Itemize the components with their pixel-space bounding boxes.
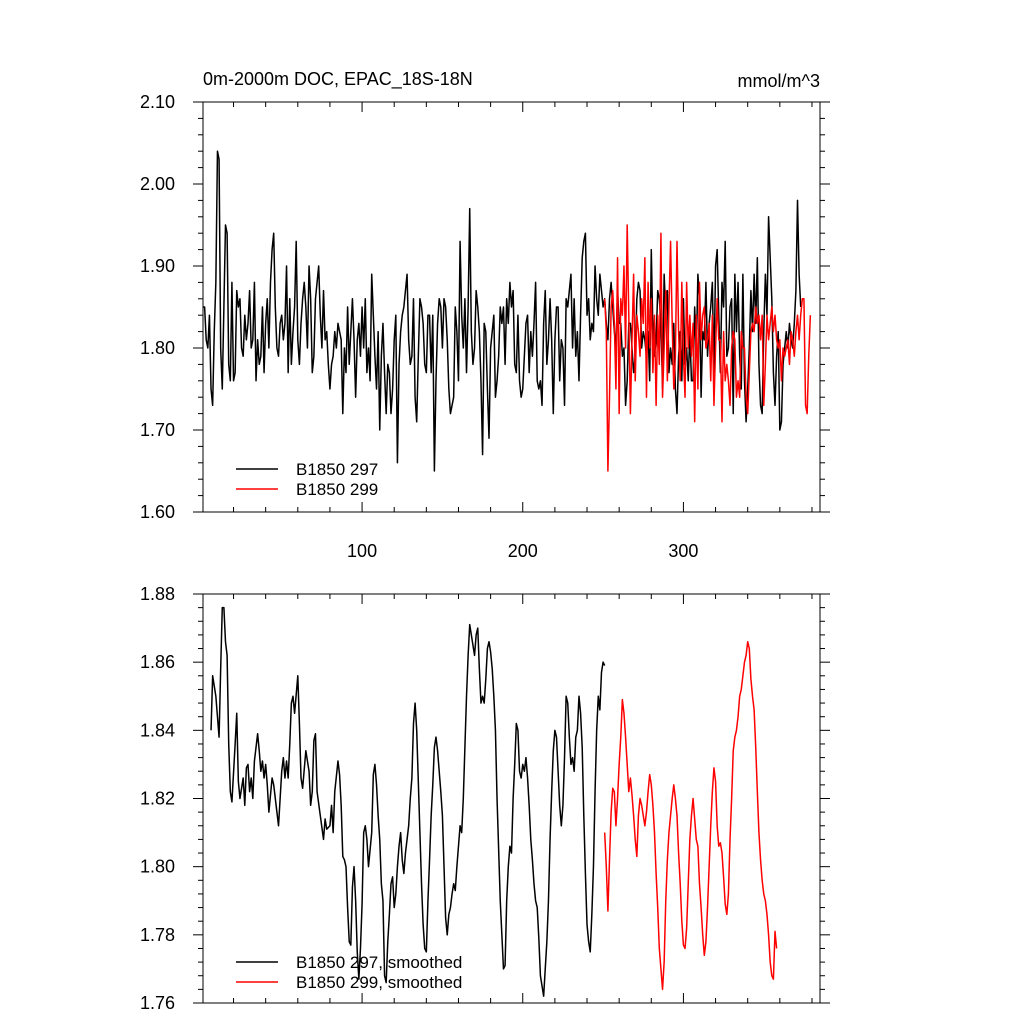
series-line-b1850-299 bbox=[603, 640, 778, 991]
x-tick-label: 300 bbox=[668, 541, 698, 561]
y-tick-label: 1.88 bbox=[140, 584, 175, 604]
plot-frame-1 bbox=[202, 593, 821, 1004]
bottom-panel: 1.76 1.78 1.80 1.82 1.84 1.86 1.88 B1850 297, s… bbox=[140, 584, 830, 1013]
y-tick-label: 1.78 bbox=[140, 925, 175, 945]
y-tick-label: 1.84 bbox=[140, 720, 175, 740]
y-tick-label: 1.70 bbox=[140, 420, 175, 440]
x-tick-label: 100 bbox=[347, 541, 377, 561]
legend-label: B1850 299 bbox=[296, 480, 378, 499]
y-tick-label: 1.90 bbox=[140, 256, 175, 276]
y-tick-label: 1.60 bbox=[140, 502, 175, 522]
y-tick-label: 1.76 bbox=[140, 993, 175, 1013]
legend-label: B1850 299, smoothed bbox=[296, 973, 462, 992]
legend-label: B1850 297, smoothed bbox=[296, 953, 462, 972]
y-tick-label: 2.10 bbox=[140, 92, 175, 112]
series-line-b1850-297 bbox=[210, 606, 606, 997]
y-tick-label: 1.86 bbox=[140, 652, 175, 672]
top-panel: 0m-2000m DOC, EPAC_18S-18N mmol/m^3 100 2… bbox=[140, 69, 830, 561]
y-tick-label: 1.80 bbox=[140, 338, 175, 358]
top-title: 0m-2000m DOC, EPAC_18S-18N bbox=[203, 69, 473, 90]
series-line-b1850-297 bbox=[203, 150, 802, 472]
series-line-b1850-299 bbox=[603, 224, 812, 472]
y-tick-label: 1.82 bbox=[140, 789, 175, 809]
legend-label: B1850 297 bbox=[296, 460, 378, 479]
y-tick-label: 1.80 bbox=[140, 857, 175, 877]
x-tick-label: 200 bbox=[508, 541, 538, 561]
top-units: mmol/m^3 bbox=[738, 71, 820, 91]
y-tick-label: 2.00 bbox=[140, 174, 175, 194]
